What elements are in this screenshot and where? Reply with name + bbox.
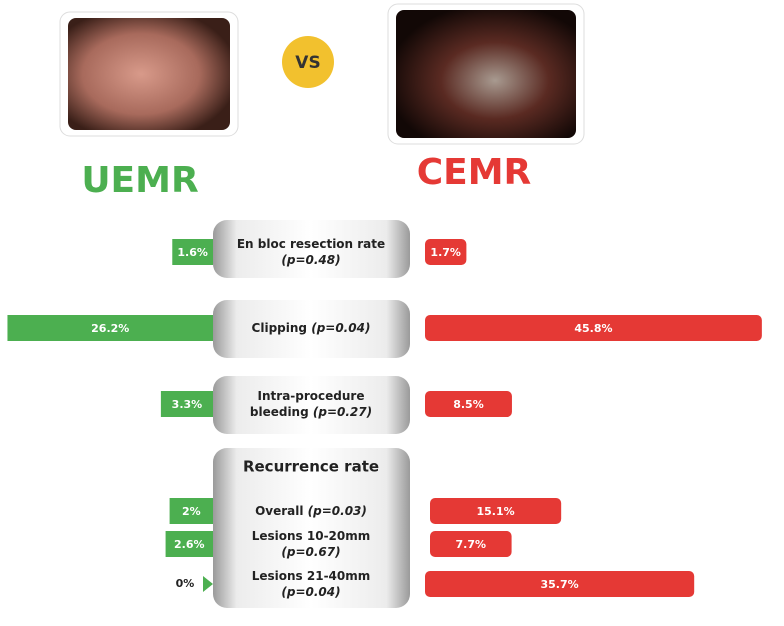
section-title: Recurrence rate	[243, 458, 379, 476]
category-label: Clipping (p=0.04)	[236, 320, 386, 336]
bar	[425, 571, 695, 597]
right-title: CEMR	[417, 152, 532, 193]
bar	[425, 391, 512, 417]
category-label: En bloc resection rate (p=0.48)	[236, 236, 386, 268]
category-name: Overall	[255, 504, 304, 518]
bar	[430, 531, 512, 557]
endoscopy-image	[68, 18, 230, 130]
value-label: 7.7%	[456, 538, 487, 551]
p-value: (p=0.04)	[281, 585, 341, 599]
label-panel	[213, 448, 410, 608]
category-label: Lesions 10-20mm (p=0.67)	[236, 528, 386, 560]
vs-text: VS	[295, 53, 320, 73]
bar	[425, 315, 762, 341]
category-name: En bloc resection rate	[236, 237, 386, 251]
value-label: 2.6%	[174, 538, 205, 551]
category-name: Lesions 10-20mm	[251, 529, 371, 543]
value-label: 8.5%	[453, 398, 484, 411]
category-name: Lesions 21-40mm	[251, 569, 371, 583]
value-label: 2%	[182, 505, 201, 518]
bar	[160, 391, 213, 417]
bar	[425, 239, 467, 265]
p-value: (p=0.67)	[281, 545, 341, 559]
category-label: Lesions 21-40mm (p=0.04)	[236, 568, 386, 600]
category-name: Clipping	[251, 321, 308, 335]
value-label: 1.7%	[430, 246, 461, 259]
p-value: (p=0.03)	[307, 504, 367, 518]
bar	[430, 498, 562, 524]
value-label: 1.6%	[177, 246, 208, 259]
bar	[203, 576, 213, 592]
endoscopy-image	[396, 10, 576, 138]
value-label: 15.1%	[476, 505, 514, 518]
bar	[7, 315, 213, 341]
label-panel	[213, 220, 410, 278]
p-value: (p=0.04)	[311, 321, 371, 335]
category-label: Overall (p=0.03)	[236, 503, 386, 519]
label-panel	[213, 376, 410, 434]
p-value: (p=0.27)	[312, 405, 373, 419]
bar	[165, 531, 213, 557]
vs-badge	[282, 36, 334, 88]
value-label: 26.2%	[91, 322, 129, 335]
left-title: UEMR	[81, 160, 198, 201]
bar	[172, 239, 213, 265]
value-label: 35.7%	[541, 578, 579, 591]
value-label: 3.3%	[172, 398, 203, 411]
bar	[169, 498, 213, 524]
value-label: 0%	[176, 577, 195, 590]
category-name: Intra-procedure bleeding	[249, 389, 365, 419]
label-panel	[213, 300, 410, 358]
value-label: 45.8%	[574, 322, 612, 335]
p-value: (p=0.48)	[281, 253, 341, 267]
category-label: Intra-procedure bleeding (p=0.27)	[236, 388, 386, 420]
